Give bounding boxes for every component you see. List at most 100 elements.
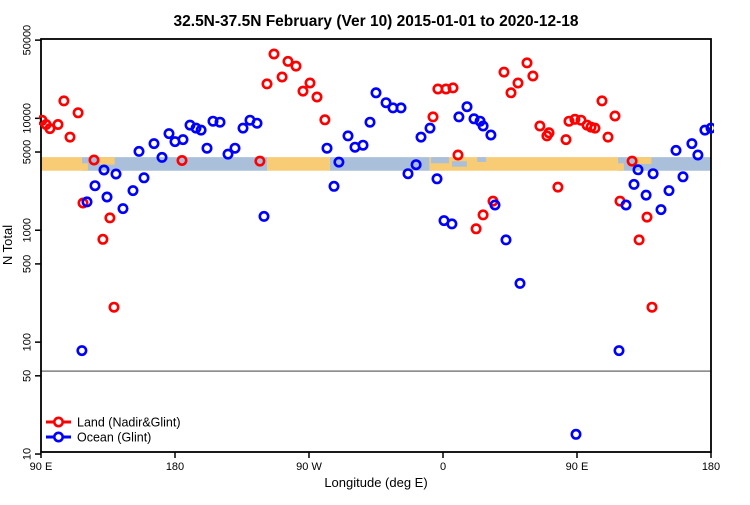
data-point bbox=[663, 185, 675, 197]
data-point bbox=[110, 168, 122, 180]
data-point bbox=[647, 168, 659, 180]
y-tick-label: 50 bbox=[22, 370, 34, 382]
data-point bbox=[692, 149, 704, 161]
data-point bbox=[176, 155, 188, 167]
data-point bbox=[677, 171, 689, 183]
y-tick-label: 500 bbox=[22, 255, 34, 273]
x-tick-label: 90 E bbox=[566, 461, 589, 473]
data-point bbox=[477, 120, 489, 132]
data-point bbox=[552, 181, 564, 193]
data-point bbox=[108, 301, 120, 313]
data-point bbox=[655, 204, 667, 216]
data-point bbox=[81, 196, 93, 208]
plot-border bbox=[40, 38, 712, 453]
data-point bbox=[101, 191, 113, 203]
data-point bbox=[311, 91, 323, 103]
band-segment-ocean bbox=[81, 157, 268, 171]
data-point bbox=[569, 113, 581, 125]
data-point bbox=[268, 48, 280, 60]
data-point bbox=[89, 180, 101, 192]
data-point bbox=[628, 178, 640, 190]
data-point bbox=[563, 115, 575, 127]
data-point bbox=[254, 155, 266, 167]
data-point bbox=[64, 131, 76, 143]
data-point bbox=[498, 66, 510, 78]
y-tick-label: 5000 bbox=[22, 140, 34, 164]
data-point bbox=[290, 60, 302, 72]
data-point bbox=[214, 116, 226, 128]
data-point bbox=[201, 142, 213, 154]
data-point bbox=[72, 107, 84, 119]
band-segment-ocean bbox=[329, 157, 430, 171]
y-tick-label: 100 bbox=[22, 333, 34, 351]
legend-ocean-label: Ocean (Glint) bbox=[77, 431, 151, 445]
data-point bbox=[328, 180, 340, 192]
data-point bbox=[88, 154, 100, 166]
data-point bbox=[177, 134, 189, 146]
data-point bbox=[370, 87, 382, 99]
data-point bbox=[76, 345, 88, 357]
data-point bbox=[514, 277, 526, 289]
band-patch-land bbox=[617, 163, 624, 171]
band-patch-land bbox=[636, 157, 652, 164]
series-ocean bbox=[76, 87, 714, 440]
x-tick-label: 90 E bbox=[30, 461, 53, 473]
data-point bbox=[431, 173, 443, 185]
data-point bbox=[276, 71, 288, 83]
data-point bbox=[117, 203, 129, 215]
legend: Land (Nadir&Glint) Ocean (Glint) bbox=[46, 416, 181, 445]
data-point bbox=[58, 95, 70, 107]
legend-ocean-marker-icon bbox=[52, 431, 64, 443]
data-point bbox=[521, 57, 533, 69]
data-point bbox=[705, 122, 714, 134]
data-point bbox=[251, 117, 263, 129]
y-tick-label: 50000 bbox=[22, 25, 34, 56]
data-point bbox=[222, 148, 234, 160]
data-point bbox=[156, 151, 168, 163]
data-point bbox=[190, 122, 202, 134]
x-tick-label: 180 bbox=[702, 461, 720, 473]
data-point bbox=[97, 233, 109, 245]
data-point bbox=[138, 172, 150, 184]
data-point bbox=[602, 131, 614, 143]
data-points bbox=[39, 48, 714, 440]
data-point bbox=[229, 142, 241, 154]
data-point bbox=[626, 155, 638, 167]
data-point bbox=[633, 234, 645, 246]
data-point bbox=[297, 85, 309, 97]
data-point bbox=[195, 124, 207, 136]
data-point bbox=[447, 82, 459, 94]
data-point bbox=[589, 122, 601, 134]
data-point bbox=[104, 212, 116, 224]
data-point bbox=[342, 130, 354, 142]
x-tick-label: 0 bbox=[440, 461, 446, 473]
data-point bbox=[427, 111, 439, 123]
data-point bbox=[446, 218, 458, 230]
data-point bbox=[699, 124, 711, 136]
data-point bbox=[333, 156, 345, 168]
x-tick-label: 180 bbox=[166, 461, 184, 473]
x-axis-label: Longitude (deg E) bbox=[324, 475, 427, 490]
legend-land-label: Land (Nadir&Glint) bbox=[77, 416, 181, 430]
data-point bbox=[505, 87, 517, 99]
data-point bbox=[477, 209, 489, 221]
data-point bbox=[410, 159, 422, 171]
data-point bbox=[237, 122, 249, 134]
data-point bbox=[640, 189, 652, 201]
data-point bbox=[512, 77, 524, 89]
data-point bbox=[686, 138, 698, 150]
data-point bbox=[357, 139, 369, 151]
legend-land-marker-icon bbox=[52, 416, 64, 428]
land-ocean-strip bbox=[41, 157, 711, 171]
band-patch-land bbox=[81, 163, 88, 171]
data-point bbox=[395, 102, 407, 114]
band-segment-land bbox=[429, 157, 618, 171]
y-tick-label: 10 bbox=[22, 448, 34, 460]
data-point bbox=[282, 55, 294, 67]
band-patch-ocean bbox=[431, 157, 449, 164]
data-point bbox=[127, 185, 139, 197]
data-point bbox=[453, 111, 465, 123]
axes: 90 E 180 90 W 0 90 E 180 50000 10000 5000 1000 500… bbox=[22, 25, 721, 473]
data-point bbox=[424, 122, 436, 134]
